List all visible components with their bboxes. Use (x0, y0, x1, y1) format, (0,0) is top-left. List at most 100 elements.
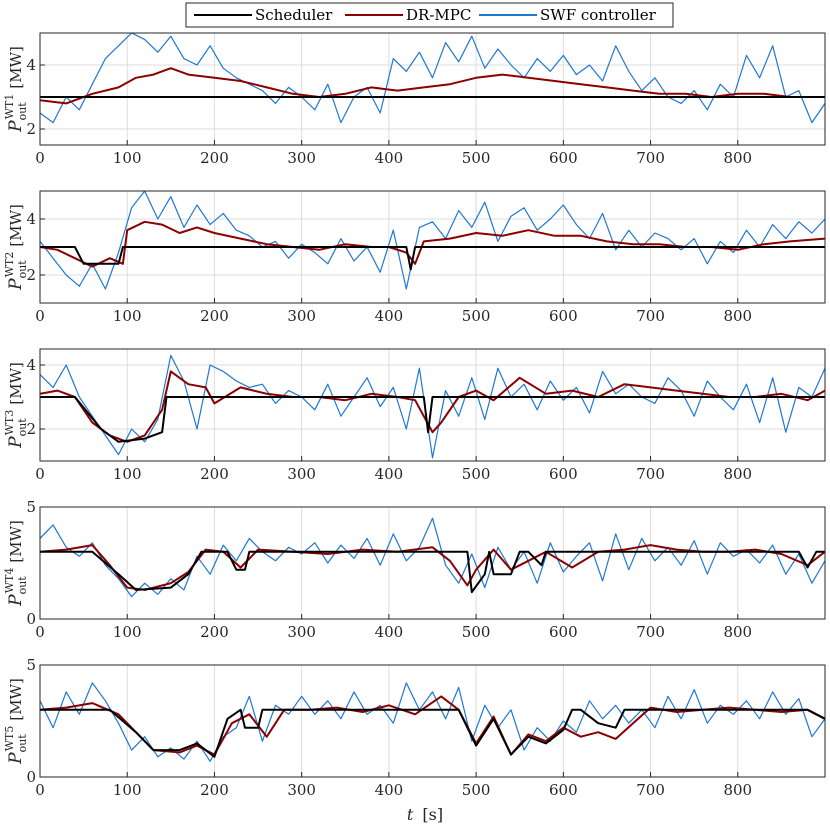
axes-frame (39, 32, 826, 146)
y-label-unit: [MW] (7, 46, 25, 88)
series-scheduler (40, 246, 825, 271)
series-swf (40, 354, 825, 459)
x-tick-label: 800 (723, 623, 752, 641)
x-tick-label: 600 (549, 623, 578, 641)
panel-4: 0 100 200 300 400 500 600 700 800 0 5 PoutWT4 [MW] (3, 498, 826, 641)
x-tick-label: 100 (113, 465, 142, 483)
x-tick-label: 300 (287, 781, 316, 799)
x-tick-label: 300 (287, 307, 316, 325)
plot-area (40, 354, 825, 459)
series-swf (40, 517, 825, 598)
x-tick-label: 200 (200, 307, 229, 325)
x-tick-label: 200 (200, 149, 229, 167)
series-scheduler (40, 396, 825, 443)
plot-area (40, 682, 825, 762)
y-label-subscript: out (16, 576, 29, 595)
y-label-unit: [MW] (7, 520, 25, 562)
x-tick-label: 0 (35, 307, 45, 325)
x-tick-label: 700 (636, 781, 665, 799)
y-tick-label: 5 (26, 656, 36, 674)
axes-frame (39, 664, 826, 778)
x-tick-label: 200 (200, 623, 229, 641)
axes-frame (39, 348, 826, 462)
y-label-superscript: WT1 (3, 94, 16, 120)
legend-label-3: SWF controller (540, 6, 657, 24)
x-tick-label: 600 (549, 781, 578, 799)
y-label-superscript: WT4 (3, 568, 16, 594)
x-tick-label: 600 (549, 465, 578, 483)
y-tick-label: 2 (26, 420, 36, 438)
x-tick-label: 400 (375, 465, 404, 483)
x-tick-label: 600 (549, 307, 578, 325)
y-label-subscript: out (16, 418, 29, 437)
panel-2: 0 100 200 300 400 500 600 700 800 2 4 PoutWT2 [MW] (3, 190, 826, 325)
axes-frame (39, 506, 826, 620)
y-tick-label: 5 (26, 498, 36, 516)
x-tick-label: 100 (113, 149, 142, 167)
x-tick-label: 400 (375, 781, 404, 799)
y-axis-label: PoutWT2 [MW] (3, 204, 29, 291)
panel-1: 0 100 200 300 400 500 600 700 800 2 4 PoutWT1 [MW] (3, 32, 826, 167)
x-tick-label: 400 (375, 307, 404, 325)
plot-area (40, 191, 825, 290)
y-tick-label: 4 (26, 56, 36, 74)
y-axis-label: PoutWT4 [MW] (3, 520, 29, 607)
x-tick-label: 500 (462, 307, 491, 325)
y-label-superscript: WT3 (3, 410, 16, 436)
panel-5: 0 100 200 300 400 500 600 700 800 0 5 PoutWT5 [MW] (3, 656, 826, 799)
series-swf (40, 682, 825, 762)
x-tick-label: 700 (636, 149, 665, 167)
y-label-superscript: WT2 (3, 252, 16, 278)
y-label-subscript: out (16, 102, 29, 121)
x-tick-label: 500 (462, 465, 491, 483)
x-tick-label: 100 (113, 623, 142, 641)
y-label-subscript: out (16, 260, 29, 279)
legend-box (185, 2, 674, 28)
y-label-subscript: out (16, 734, 29, 753)
y-label-symbol: P (6, 120, 26, 133)
x-tick-label: 300 (287, 465, 316, 483)
x-tick-label: 400 (375, 149, 404, 167)
y-label-symbol: P (6, 436, 26, 449)
y-axis-label: PoutWT3 [MW] (3, 362, 29, 449)
y-tick-label: 4 (26, 210, 36, 228)
plot-area (40, 517, 825, 598)
x-tick-label: 400 (375, 623, 404, 641)
y-tick-label: 2 (26, 266, 36, 284)
series-swf (40, 33, 825, 124)
y-tick-label: 4 (26, 356, 36, 374)
panel-3: 0 100 200 300 400 500 600 700 800 2 4 PoutWT3 [MW] (3, 348, 826, 483)
x-tick-label: 800 (723, 149, 752, 167)
plot-area (40, 33, 825, 124)
x-tick-label: 700 (636, 465, 665, 483)
y-label-symbol: P (6, 594, 26, 607)
y-tick-label: 2 (26, 120, 36, 138)
x-tick-label: 800 (723, 307, 752, 325)
series-scheduler (40, 708, 825, 758)
y-label-symbol: P (6, 752, 26, 765)
axes-frame (39, 190, 826, 304)
x-tick-label: 100 (113, 781, 142, 799)
x-tick-label: 200 (200, 781, 229, 799)
series-scheduler (40, 550, 825, 594)
y-axis-label: PoutWT1 [MW] (3, 46, 29, 133)
legend-label-2: DR-MPC (406, 6, 471, 24)
series-drmpc (40, 695, 825, 756)
x-tick-label: 800 (723, 781, 752, 799)
y-tick-label: 0 (26, 610, 36, 628)
x-tick-label: 0 (35, 623, 45, 641)
legend-label-1: Scheduler (255, 6, 333, 24)
y-label-superscript: WT5 (3, 726, 16, 752)
y-label-unit: [MW] (7, 362, 25, 404)
series-drmpc (40, 67, 825, 105)
y-label-unit: [MW] (7, 678, 25, 720)
x-tick-label: 0 (35, 465, 45, 483)
x-tick-label: 500 (462, 149, 491, 167)
series-swf (40, 191, 825, 290)
x-tick-label: 500 (462, 623, 491, 641)
y-tick-label: 0 (26, 768, 36, 786)
x-tick-label: 800 (723, 465, 752, 483)
